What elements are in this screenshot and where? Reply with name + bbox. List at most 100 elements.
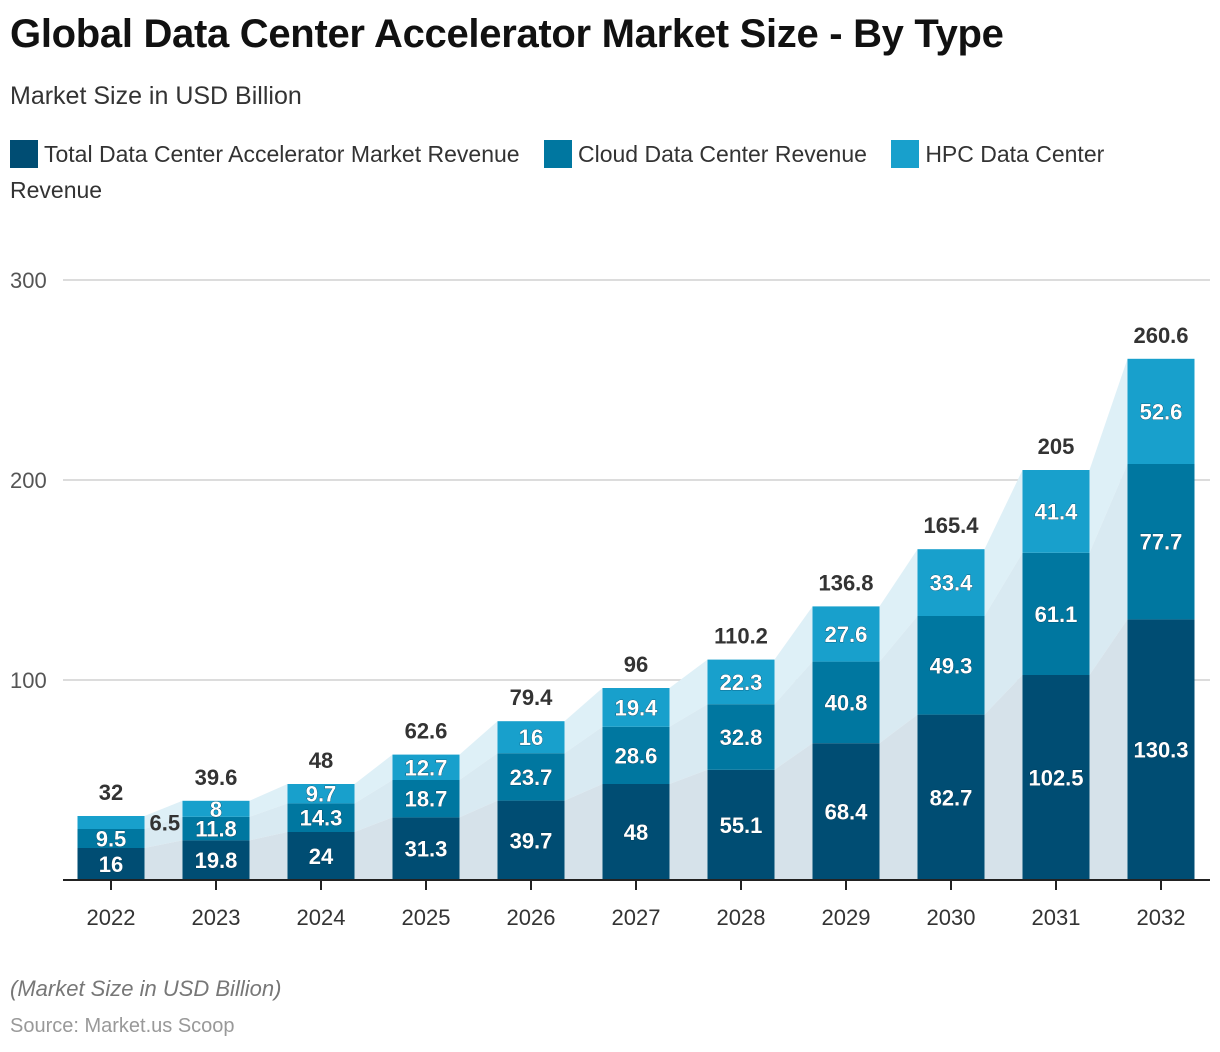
bar-segment <box>77 816 145 829</box>
bar-segment <box>1127 619 1195 880</box>
connector-area <box>249 803 288 841</box>
x-tick-label: 2032 <box>1137 905 1186 930</box>
data-label: 31.3 <box>405 837 448 862</box>
bar-segment <box>812 743 880 880</box>
bar-segment <box>707 704 775 770</box>
x-tick-label: 2024 <box>297 905 346 930</box>
source-label: Source: Market.us Scoop <box>10 1015 235 1037</box>
connector-area <box>1089 358 1128 553</box>
connector-area <box>144 816 183 848</box>
bar-segment <box>497 800 565 880</box>
data-label: 41.4 <box>1035 499 1079 524</box>
connector-area <box>564 726 603 801</box>
bar-segment <box>392 817 460 880</box>
data-label: 16 <box>519 725 543 750</box>
bar-segment <box>1022 470 1090 553</box>
connector-area <box>879 549 918 662</box>
bar-segment <box>77 848 145 880</box>
bar-segment <box>1022 675 1090 880</box>
bar-segment <box>602 688 670 727</box>
chart-note: (Market Size in USD Billion) <box>10 976 282 1001</box>
bar-segment <box>287 803 355 832</box>
connector-area <box>459 753 498 818</box>
bar-segment <box>917 549 985 616</box>
bar-segment <box>917 714 985 880</box>
bar-segment <box>182 816 250 841</box>
data-label: 48 <box>624 820 648 845</box>
data-label: 32.8 <box>720 725 763 750</box>
legend-item-hpc: HPC Data Center Revenue <box>10 140 1105 203</box>
legend-label: Total Data Center Accelerator Market Rev… <box>44 141 520 167</box>
total-label: 62.6 <box>405 719 448 744</box>
bar-segment <box>287 832 355 880</box>
connector-area <box>879 616 918 744</box>
legend-label: Cloud Data Center Revenue <box>577 141 867 167</box>
total-label: 32 <box>99 780 123 805</box>
bar-segment <box>1022 552 1090 675</box>
data-label: 22.3 <box>720 670 763 695</box>
legend: Total Data Center Accelerator Market Rev… <box>10 136 1140 208</box>
x-tick-label: 2031 <box>1032 905 1081 930</box>
connector-area <box>564 688 603 754</box>
x-tick-label: 2028 <box>717 905 766 930</box>
bar-segment <box>812 606 880 662</box>
connector-area <box>984 675 1023 880</box>
x-tick-label: 2029 <box>822 905 871 930</box>
bar-segment <box>287 784 355 804</box>
bar-segment <box>707 769 775 880</box>
legend-swatch <box>10 140 38 168</box>
bar-segment <box>182 800 250 817</box>
data-label: 61.1 <box>1035 602 1078 627</box>
connector-area <box>144 800 183 829</box>
bar-segment <box>602 784 670 880</box>
data-label: 23.7 <box>510 765 553 790</box>
total-label: 165.4 <box>923 513 979 538</box>
y-tick-label: 200 <box>10 468 47 493</box>
y-tick-label: 300 <box>10 268 47 293</box>
connector-area <box>1089 619 1128 880</box>
connector-area <box>459 800 498 880</box>
y-tick-label: 100 <box>10 668 47 693</box>
data-label: 68.4 <box>825 800 869 825</box>
connector-area <box>354 817 393 880</box>
bar-segment <box>707 659 775 705</box>
legend-item-total: Total Data Center Accelerator Market Rev… <box>10 140 520 168</box>
legend-swatch <box>543 140 572 168</box>
data-label: 77.7 <box>1140 530 1183 555</box>
bar-segment <box>812 661 880 744</box>
bar-segment <box>77 829 145 848</box>
data-label: 11.8 <box>195 817 237 842</box>
legend-label: HPC Data Center Revenue <box>10 141 1105 203</box>
connector-area <box>984 552 1023 715</box>
legend-item-cloud: Cloud Data Center Revenue <box>543 140 867 168</box>
connector-area <box>669 659 708 727</box>
connector-area <box>354 780 393 832</box>
total-label: 205 <box>1038 434 1075 459</box>
total-label: 79.4 <box>510 685 554 710</box>
connector-area <box>144 840 183 880</box>
data-label: 12.7 <box>405 755 448 780</box>
data-label: 33.4 <box>930 571 974 596</box>
bar-segment <box>497 753 565 801</box>
data-label: 24 <box>309 844 334 869</box>
total-label: 136.8 <box>818 570 873 595</box>
data-label: 14.3 <box>300 806 343 831</box>
x-tick-label: 2022 <box>87 905 136 930</box>
x-tick-label: 2023 <box>192 905 241 930</box>
connector-area <box>774 743 813 880</box>
data-label: 19.4 <box>615 695 659 720</box>
data-label: 8 <box>210 797 222 822</box>
data-label: 6.5 <box>150 811 181 836</box>
chart-subtitle: Market Size in USD Billion <box>10 82 302 110</box>
total-label: 96 <box>624 652 648 677</box>
connector-area <box>669 769 708 880</box>
data-label: 27.6 <box>825 622 868 647</box>
bar-segment <box>182 840 250 880</box>
legend-swatch <box>891 140 920 168</box>
data-label: 19.8 <box>195 848 238 873</box>
x-tick-label: 2030 <box>927 905 976 930</box>
x-tick-label: 2026 <box>507 905 556 930</box>
data-label: 49.3 <box>930 653 973 678</box>
connector-area <box>459 721 498 780</box>
connector-area <box>669 704 708 784</box>
